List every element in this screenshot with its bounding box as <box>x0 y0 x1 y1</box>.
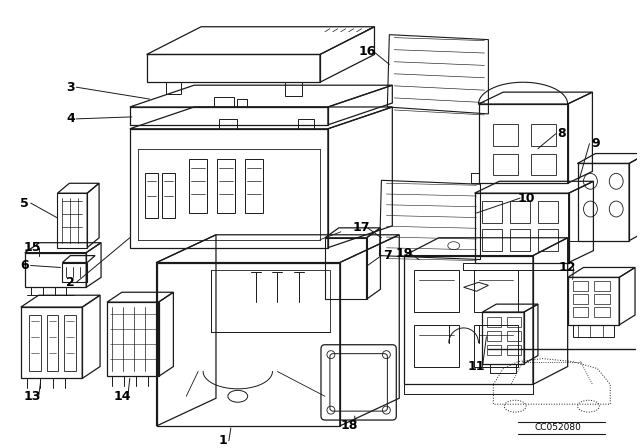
Text: 19: 19 <box>396 247 413 260</box>
Text: 7: 7 <box>383 249 392 262</box>
Text: CC052080: CC052080 <box>534 423 581 432</box>
Text: 15: 15 <box>24 241 42 254</box>
Text: 12: 12 <box>559 261 577 274</box>
Text: 14: 14 <box>113 390 131 403</box>
Text: 18: 18 <box>341 419 358 432</box>
Text: 3: 3 <box>66 81 75 94</box>
Bar <box>573 325 614 337</box>
Text: 4: 4 <box>66 112 75 125</box>
Text: 6: 6 <box>20 259 29 272</box>
Text: 10: 10 <box>517 192 535 205</box>
Text: 2: 2 <box>66 276 75 289</box>
Text: 13: 13 <box>24 390 42 403</box>
Text: 8: 8 <box>557 127 566 140</box>
Text: 1: 1 <box>218 435 227 448</box>
Text: 17: 17 <box>353 221 371 234</box>
Text: 9: 9 <box>591 137 600 150</box>
Text: 16: 16 <box>359 45 376 58</box>
Text: 5: 5 <box>20 197 29 210</box>
Text: 11: 11 <box>468 360 485 373</box>
